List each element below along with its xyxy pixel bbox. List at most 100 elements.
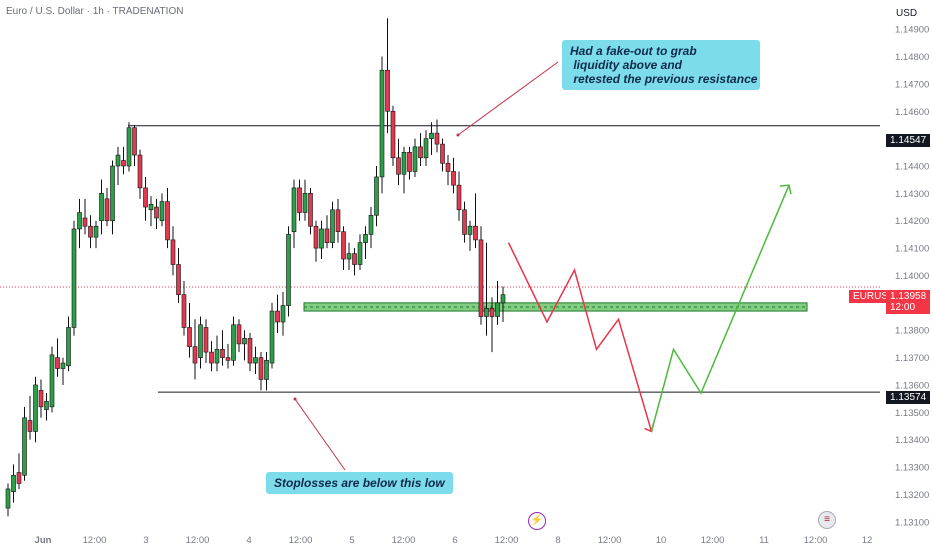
- candle-body: [429, 132, 434, 139]
- y-tick-label: 1.14800: [895, 52, 929, 63]
- y-tick-label: 1.14900: [895, 25, 929, 36]
- candle-body: [44, 401, 49, 410]
- candle-body: [346, 253, 352, 260]
- x-tick-label: 12:00: [701, 535, 725, 546]
- candle-body: [313, 225, 319, 249]
- y-tick-label: 1.13200: [895, 490, 929, 501]
- candle-body: [159, 201, 165, 222]
- candle-body: [33, 384, 38, 432]
- candle-body: [71, 228, 77, 328]
- callout-fakeout: Had a fake-out to grab liquidity above a…: [562, 40, 760, 90]
- candle-body: [154, 206, 159, 219]
- candle-body: [456, 184, 462, 211]
- candle-body: [467, 225, 473, 235]
- x-tick-label: 4: [246, 535, 251, 546]
- candle-body: [110, 165, 115, 222]
- price-tag-resistance: 1.14547: [886, 134, 931, 147]
- callout-stoplosses: Stoplosses are below this low: [266, 472, 453, 494]
- price-tag-low: 1.13574: [886, 391, 931, 404]
- lightning-icon[interactable]: ⚡: [528, 512, 546, 530]
- candle-body: [192, 346, 198, 364]
- candle-body: [297, 187, 302, 213]
- candle-body: [484, 308, 489, 317]
- candle-body: [357, 242, 363, 265]
- candle-body: [258, 357, 264, 380]
- x-tick-label: 6: [452, 535, 457, 546]
- candle-body: [330, 209, 335, 243]
- projected-path-up: [650, 184, 790, 432]
- candle-body: [451, 171, 456, 186]
- us-flag-icon[interactable]: ≡: [818, 511, 836, 529]
- candle-body: [286, 234, 291, 306]
- candle-body: [341, 231, 346, 260]
- candle-body: [231, 324, 236, 361]
- candle-body: [253, 357, 258, 364]
- candle-body: [49, 354, 55, 408]
- candle-body: [242, 338, 247, 345]
- candle-body: [22, 417, 27, 476]
- y-tick-label: 1.13400: [895, 435, 929, 446]
- candle-body: [335, 209, 341, 232]
- candle-body: [462, 209, 467, 235]
- candle-body: [214, 349, 220, 364]
- candle-body: [440, 143, 445, 164]
- candle-body: [418, 146, 423, 159]
- candle-body: [11, 474, 16, 492]
- candle-body: [27, 420, 33, 432]
- candle-body: [478, 239, 484, 317]
- x-tick-label: 12:00: [289, 535, 313, 546]
- candle-body: [500, 294, 506, 304]
- candle-body: [269, 310, 275, 364]
- x-tick-label: 12:00: [186, 535, 210, 546]
- y-tick-label: 1.14000: [895, 271, 929, 282]
- candle-body: [115, 154, 121, 167]
- y-tick-label: 1.14100: [895, 244, 929, 255]
- y-tick-label: 1.13300: [895, 463, 929, 474]
- candle-body: [275, 310, 280, 323]
- candle-body: [104, 198, 110, 222]
- candle-body: [423, 138, 429, 159]
- candle-body: [77, 212, 82, 230]
- candle-body: [247, 338, 253, 364]
- y-tick-label: 1.14600: [895, 107, 929, 118]
- candle-body: [291, 187, 297, 232]
- candle-body: [203, 327, 209, 353]
- candle-body: [16, 472, 22, 484]
- candle-body: [38, 390, 44, 408]
- candle-body: [176, 264, 181, 295]
- candle-body: [302, 193, 308, 213]
- candle-body: [137, 154, 143, 189]
- candle-body: [489, 308, 495, 317]
- y-tick-label: 1.13800: [895, 326, 929, 337]
- candle-body: [495, 302, 500, 317]
- y-tick-label: 1.14400: [895, 162, 929, 173]
- x-tick-label: 10: [656, 535, 667, 546]
- candle-body: [280, 305, 286, 323]
- candle-body: [165, 201, 170, 241]
- x-tick-label: 12:00: [804, 535, 828, 546]
- callout-fakeout-leader: [457, 61, 559, 136]
- candle-body: [225, 357, 231, 361]
- callout-fakeout-line-3: retested the previous resistance: [570, 72, 758, 86]
- instrument-title: Euro / U.S. Dollar · 1h · TRADENATION: [6, 6, 184, 17]
- candle-body: [88, 225, 93, 238]
- y-tick-label: 1.14200: [895, 216, 929, 227]
- y-tick-label: 1.13600: [895, 380, 929, 391]
- x-tick-label: 12:00: [598, 535, 622, 546]
- current-price-value: 1.13958: [890, 291, 927, 302]
- candle-body: [143, 187, 148, 208]
- candle-body: [445, 162, 451, 172]
- candle-body: [236, 324, 242, 345]
- projected-path-down: [507, 242, 653, 432]
- y-tick-label: 1.14300: [895, 189, 929, 200]
- candle-body: [82, 217, 88, 227]
- candle-body: [209, 351, 214, 364]
- x-tick-label: 3: [143, 535, 148, 546]
- candle-body: [187, 327, 192, 347]
- candle-body: [60, 362, 66, 369]
- y-tick-label: 1.13100: [895, 517, 929, 528]
- candle-body: [220, 349, 225, 358]
- candle-body: [126, 127, 132, 167]
- candle-body: [5, 488, 11, 509]
